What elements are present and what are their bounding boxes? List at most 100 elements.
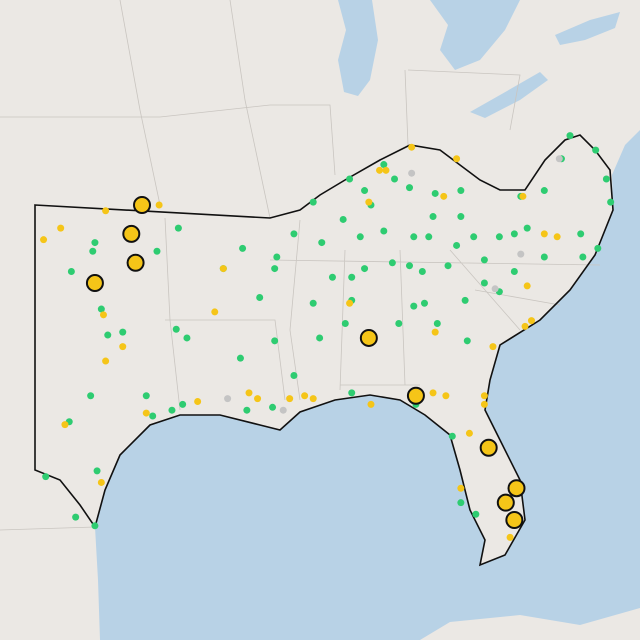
marker[interactable] xyxy=(309,395,317,403)
marker[interactable] xyxy=(279,406,287,414)
marker[interactable] xyxy=(408,143,416,151)
marker[interactable] xyxy=(194,398,202,406)
marker[interactable] xyxy=(444,262,452,270)
marker[interactable] xyxy=(97,305,105,313)
marker[interactable] xyxy=(341,319,349,327)
marker[interactable] xyxy=(579,253,587,261)
marker[interactable] xyxy=(239,244,247,252)
marker[interactable] xyxy=(91,522,99,530)
marker[interactable] xyxy=(594,244,602,252)
marker[interactable] xyxy=(510,230,518,238)
marker[interactable] xyxy=(480,400,488,408)
marker[interactable] xyxy=(480,392,488,400)
marker[interactable] xyxy=(356,233,364,241)
marker[interactable] xyxy=(607,198,615,206)
marker[interactable] xyxy=(256,293,264,301)
marker[interactable] xyxy=(448,432,456,440)
marker[interactable] xyxy=(361,187,369,195)
marker[interactable] xyxy=(391,175,399,183)
marker[interactable] xyxy=(480,256,488,264)
marker[interactable] xyxy=(149,412,157,420)
large-marker[interactable] xyxy=(126,253,145,272)
marker[interactable] xyxy=(271,337,279,345)
marker[interactable] xyxy=(463,337,471,345)
marker[interactable] xyxy=(465,429,473,437)
marker[interactable] xyxy=(480,279,488,287)
marker[interactable] xyxy=(346,299,354,307)
large-marker[interactable] xyxy=(122,224,141,243)
marker[interactable] xyxy=(348,389,356,397)
marker[interactable] xyxy=(410,302,418,310)
marker[interactable] xyxy=(521,322,529,330)
marker[interactable] xyxy=(104,331,112,339)
marker[interactable] xyxy=(406,262,413,270)
marker[interactable] xyxy=(72,513,80,521)
large-marker[interactable] xyxy=(479,438,498,457)
marker[interactable] xyxy=(420,299,428,307)
marker[interactable] xyxy=(367,400,375,408)
marker[interactable] xyxy=(555,155,563,163)
marker[interactable] xyxy=(61,421,69,429)
marker[interactable] xyxy=(155,201,163,209)
marker[interactable] xyxy=(457,484,465,492)
marker[interactable] xyxy=(602,175,610,183)
large-marker[interactable] xyxy=(133,196,151,214)
marker[interactable] xyxy=(491,285,499,293)
marker[interactable] xyxy=(380,161,388,169)
marker[interactable] xyxy=(93,467,101,475)
marker[interactable] xyxy=(388,259,396,267)
marker[interactable] xyxy=(269,403,277,411)
marker[interactable] xyxy=(592,146,600,154)
marker[interactable] xyxy=(461,296,469,304)
marker[interactable] xyxy=(523,282,531,290)
marker[interactable] xyxy=(457,213,465,221)
marker[interactable] xyxy=(224,395,232,403)
marker[interactable] xyxy=(57,224,65,232)
marker[interactable] xyxy=(119,343,127,351)
marker[interactable] xyxy=(566,132,574,140)
marker[interactable] xyxy=(382,166,390,174)
marker[interactable] xyxy=(431,189,439,197)
marker[interactable] xyxy=(540,253,548,261)
marker[interactable] xyxy=(67,267,75,275)
marker[interactable] xyxy=(290,230,298,238)
marker[interactable] xyxy=(489,343,497,351)
marker[interactable] xyxy=(102,207,110,215)
large-marker[interactable] xyxy=(359,328,378,347)
large-marker[interactable] xyxy=(505,511,524,530)
marker[interactable] xyxy=(519,192,527,200)
marker[interactable] xyxy=(453,241,461,249)
marker[interactable] xyxy=(429,389,437,397)
marker[interactable] xyxy=(495,233,503,241)
marker[interactable] xyxy=(142,392,150,400)
marker[interactable] xyxy=(348,273,356,281)
marker[interactable] xyxy=(433,319,441,327)
marker[interactable] xyxy=(89,247,97,255)
marker[interactable] xyxy=(102,357,110,365)
marker[interactable] xyxy=(254,395,262,403)
marker[interactable] xyxy=(42,473,50,481)
marker[interactable] xyxy=(99,311,107,319)
marker[interactable] xyxy=(470,233,478,241)
marker[interactable] xyxy=(97,478,105,486)
marker[interactable] xyxy=(376,166,384,174)
marker[interactable] xyxy=(236,354,244,362)
marker[interactable] xyxy=(553,233,561,241)
marker[interactable] xyxy=(40,236,48,244)
marker[interactable] xyxy=(425,233,433,241)
marker[interactable] xyxy=(172,325,180,333)
marker[interactable] xyxy=(431,328,439,336)
marker[interactable] xyxy=(380,227,388,235)
marker[interactable] xyxy=(365,198,373,206)
large-marker[interactable] xyxy=(507,479,526,498)
marker[interactable] xyxy=(179,400,187,408)
marker[interactable] xyxy=(91,239,99,247)
marker[interactable] xyxy=(211,308,219,316)
marker[interactable] xyxy=(577,230,585,238)
marker[interactable] xyxy=(410,233,418,241)
marker[interactable] xyxy=(510,267,518,275)
marker[interactable] xyxy=(540,187,548,195)
marker[interactable] xyxy=(87,392,95,400)
marker[interactable] xyxy=(271,265,279,273)
marker[interactable] xyxy=(408,169,416,177)
